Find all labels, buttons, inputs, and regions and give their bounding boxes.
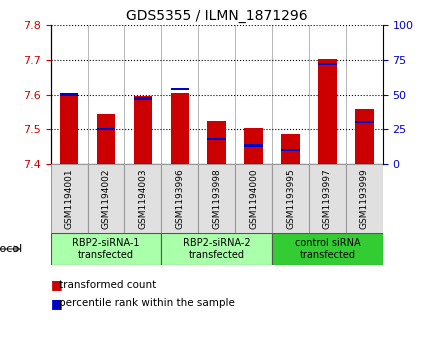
Text: RBP2-siRNA-2
transfected: RBP2-siRNA-2 transfected (183, 238, 250, 260)
Bar (318, 63, 337, 65)
Bar (309, 164, 346, 233)
Text: RBP2-siRNA-1
transfected: RBP2-siRNA-1 transfected (72, 238, 140, 260)
Text: protocol: protocol (0, 244, 22, 254)
Bar (171, 88, 189, 90)
Bar (244, 129, 263, 164)
Bar (125, 164, 161, 233)
Bar (134, 98, 152, 100)
Text: GSM1193997: GSM1193997 (323, 168, 332, 229)
Bar (208, 138, 226, 140)
Bar (272, 164, 309, 233)
Bar (88, 164, 125, 233)
Bar (355, 121, 374, 123)
Bar (97, 114, 115, 164)
Bar (208, 121, 226, 164)
Bar (244, 144, 263, 147)
Bar (198, 164, 235, 233)
Title: GDS5355 / ILMN_1871296: GDS5355 / ILMN_1871296 (126, 9, 308, 23)
Text: GSM1194001: GSM1194001 (65, 168, 73, 229)
Bar (51, 164, 88, 233)
Bar (346, 164, 383, 233)
Text: GSM1194000: GSM1194000 (249, 168, 258, 229)
Text: GSM1193995: GSM1193995 (286, 168, 295, 229)
Text: GSM1194002: GSM1194002 (102, 168, 110, 229)
Bar (161, 233, 272, 265)
Bar (97, 128, 115, 130)
Text: GSM1193996: GSM1193996 (175, 168, 184, 229)
Bar (51, 233, 161, 265)
Text: control siRNA
transfected: control siRNA transfected (295, 238, 360, 260)
Bar (60, 94, 78, 164)
Bar (161, 164, 198, 233)
Bar (134, 96, 152, 164)
Text: GSM1193998: GSM1193998 (212, 168, 221, 229)
Bar (281, 148, 300, 151)
Text: percentile rank within the sample: percentile rank within the sample (59, 298, 235, 308)
Text: GSM1194003: GSM1194003 (138, 168, 147, 229)
Bar (355, 109, 374, 164)
Bar (235, 164, 272, 233)
Text: ■: ■ (51, 278, 62, 291)
Bar (171, 93, 189, 164)
Bar (318, 59, 337, 164)
Text: GSM1193999: GSM1193999 (360, 168, 369, 229)
Text: transformed count: transformed count (59, 280, 157, 290)
Bar (60, 93, 78, 96)
Text: ■: ■ (51, 297, 62, 310)
Bar (281, 134, 300, 164)
Bar (272, 233, 383, 265)
